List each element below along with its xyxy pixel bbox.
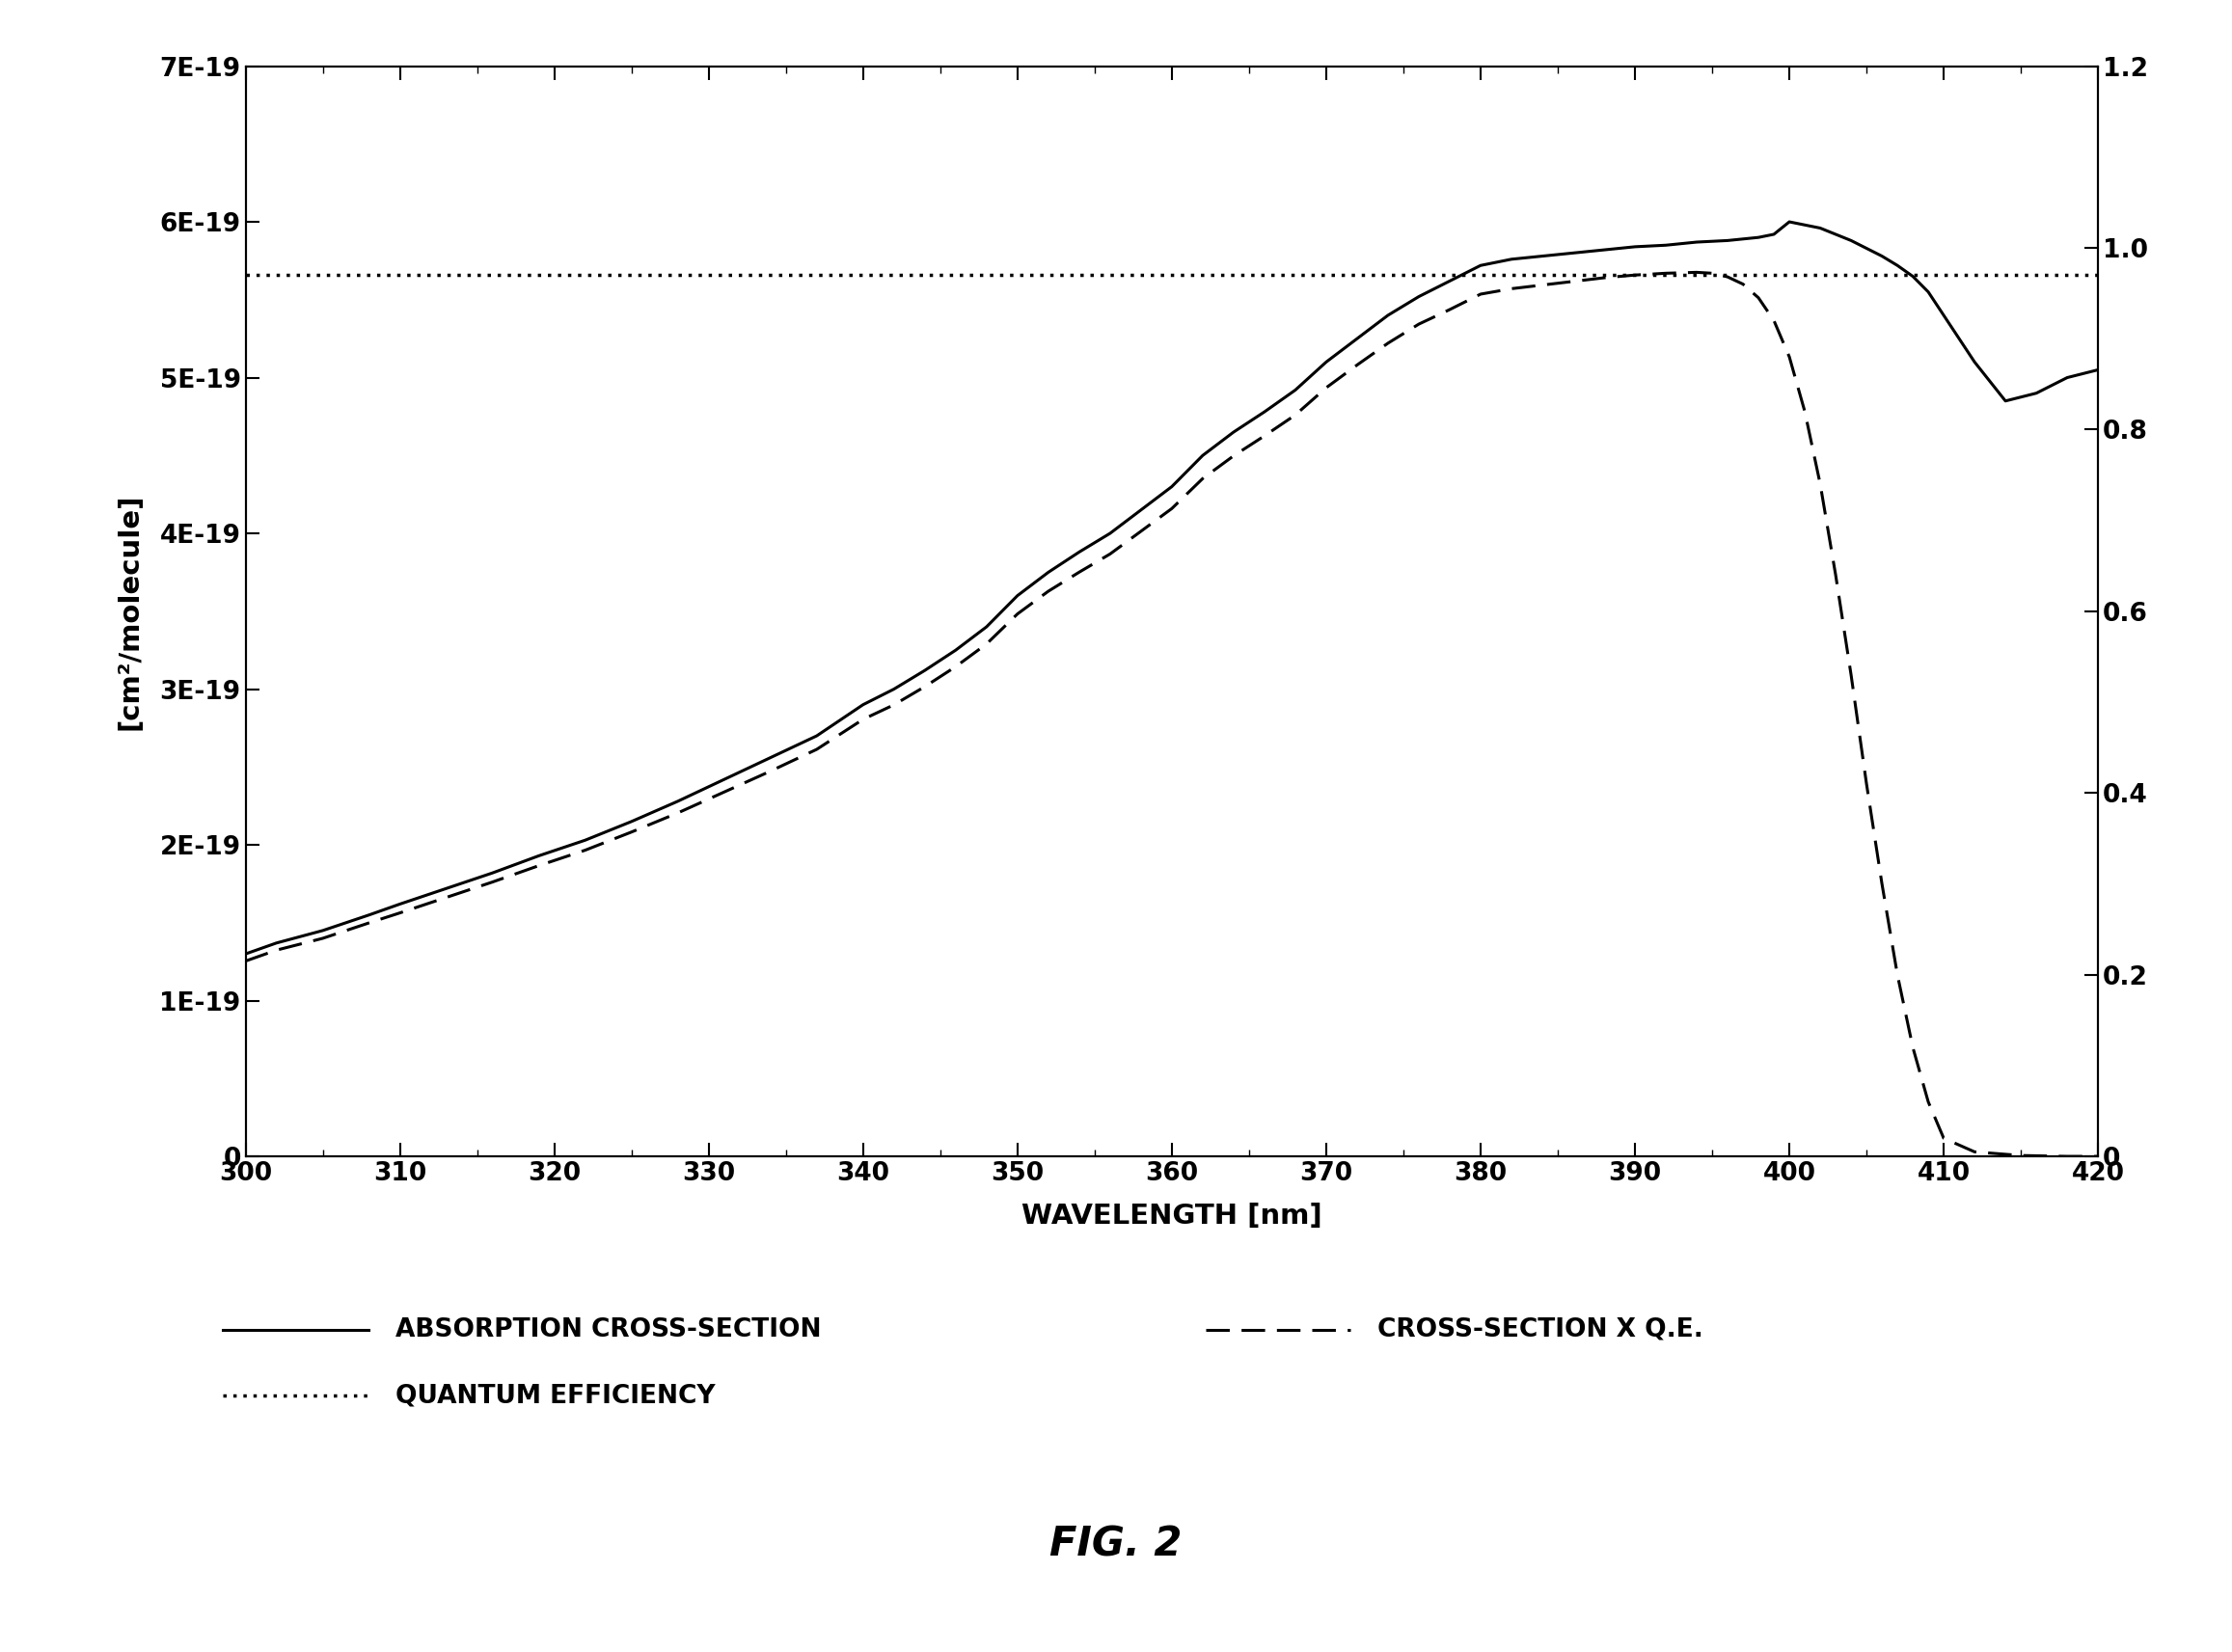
Text: FIG. 2: FIG. 2: [1049, 1525, 1183, 1564]
Text: CROSS-SECTION X Q.E.: CROSS-SECTION X Q.E.: [1377, 1317, 1703, 1343]
Text: ABSORPTION CROSS-SECTION: ABSORPTION CROSS-SECTION: [395, 1317, 821, 1343]
Text: QUANTUM EFFICIENCY: QUANTUM EFFICIENCY: [395, 1383, 714, 1409]
X-axis label: WAVELENGTH [nm]: WAVELENGTH [nm]: [1022, 1203, 1321, 1229]
Y-axis label: [cm²/molecule]: [cm²/molecule]: [116, 492, 143, 730]
